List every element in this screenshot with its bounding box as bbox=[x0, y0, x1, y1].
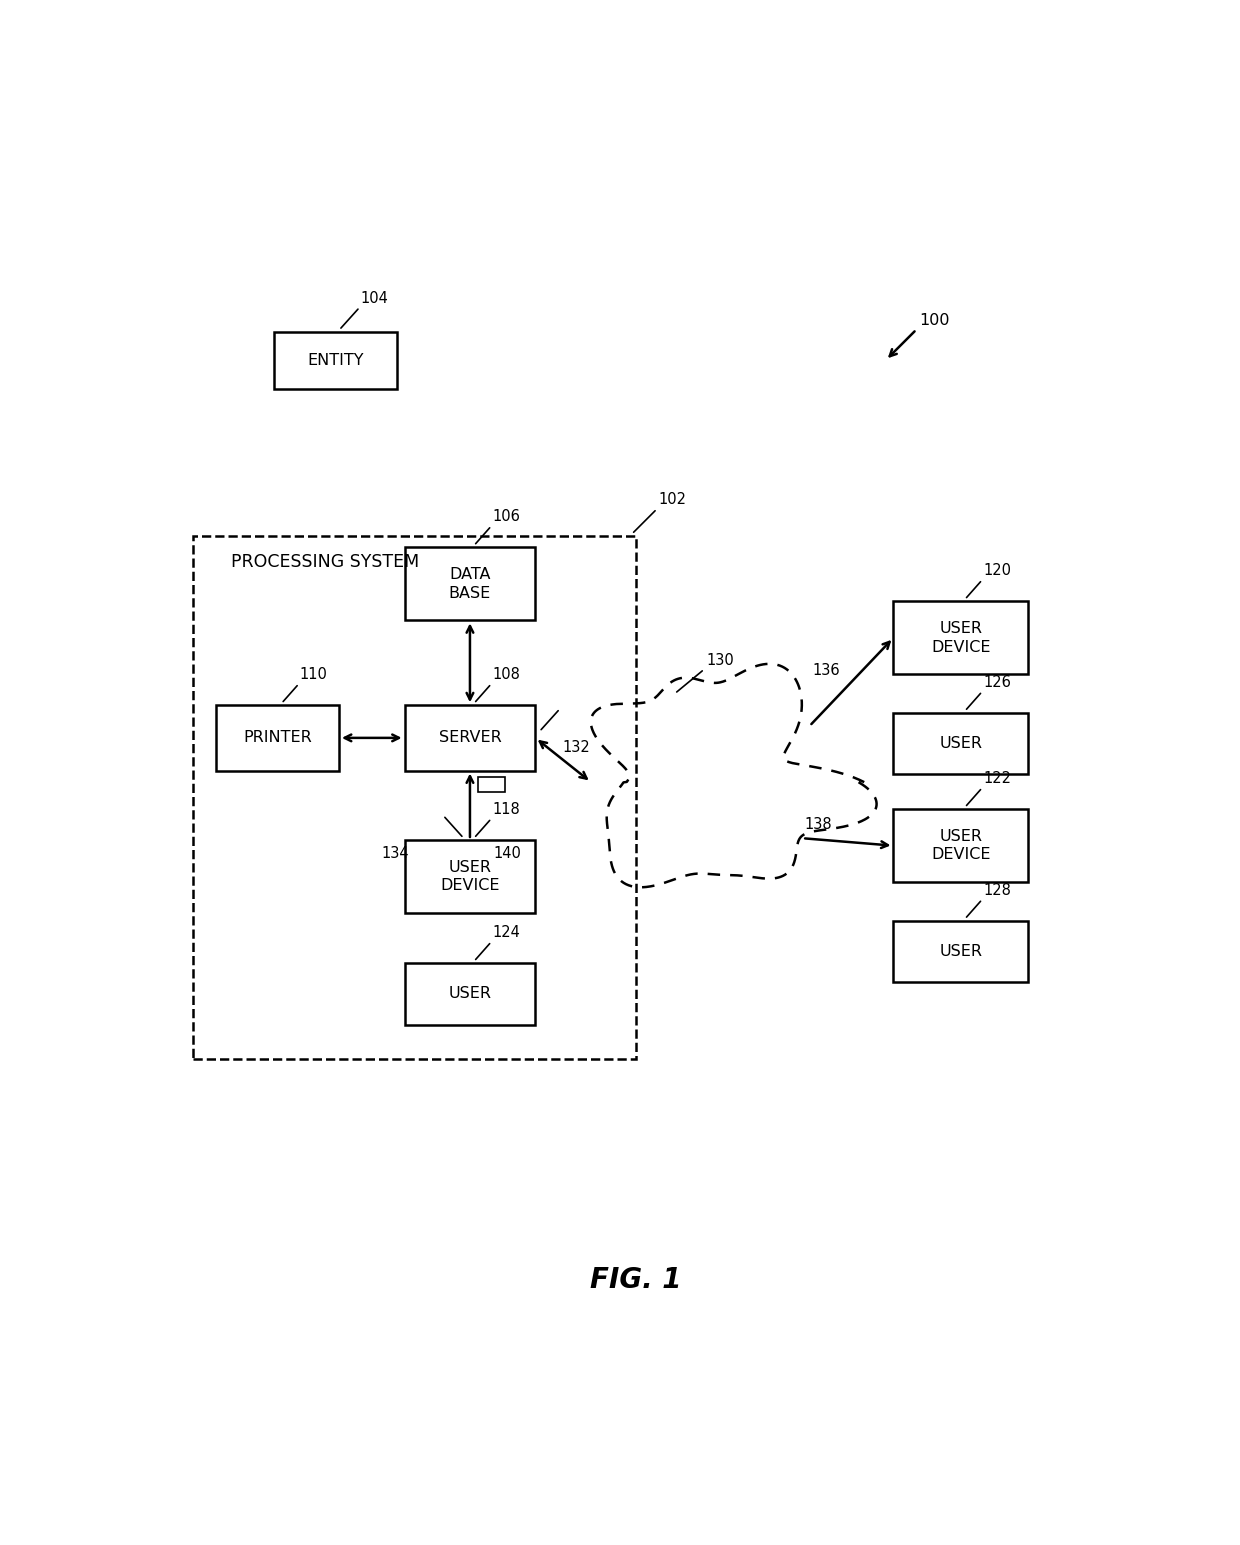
Text: 136: 136 bbox=[812, 663, 841, 678]
Bar bbox=[404, 547, 536, 621]
Text: FIG. 1: FIG. 1 bbox=[590, 1267, 681, 1295]
Text: USER: USER bbox=[449, 986, 491, 1001]
Text: 104: 104 bbox=[361, 290, 388, 306]
Text: 124: 124 bbox=[492, 925, 520, 939]
Bar bbox=[192, 536, 635, 1060]
Text: 138: 138 bbox=[805, 817, 832, 833]
Text: USER
DEVICE: USER DEVICE bbox=[931, 828, 991, 862]
Bar bbox=[894, 810, 1028, 882]
Text: 106: 106 bbox=[492, 510, 520, 524]
Text: 110: 110 bbox=[300, 667, 327, 681]
Text: 118: 118 bbox=[492, 802, 520, 817]
Bar bbox=[894, 921, 1028, 983]
Text: 102: 102 bbox=[658, 493, 687, 507]
Bar bbox=[216, 705, 339, 771]
Text: 128: 128 bbox=[983, 882, 1011, 898]
Text: DATA
BASE: DATA BASE bbox=[449, 567, 491, 601]
Bar bbox=[477, 777, 505, 793]
Bar bbox=[274, 332, 397, 389]
Text: USER
DEVICE: USER DEVICE bbox=[931, 621, 991, 655]
Text: SERVER: SERVER bbox=[439, 731, 501, 745]
Bar bbox=[894, 601, 1028, 674]
Bar bbox=[404, 840, 536, 913]
Text: 140: 140 bbox=[494, 845, 521, 861]
Text: USER
DEVICE: USER DEVICE bbox=[440, 859, 500, 893]
Text: USER: USER bbox=[940, 944, 982, 959]
Bar bbox=[404, 963, 536, 1024]
Text: 130: 130 bbox=[707, 652, 734, 667]
Text: 134: 134 bbox=[382, 845, 409, 861]
Text: 100: 100 bbox=[919, 312, 950, 328]
Text: USER: USER bbox=[940, 735, 982, 751]
Text: 126: 126 bbox=[983, 675, 1011, 689]
Bar bbox=[894, 712, 1028, 774]
Text: 120: 120 bbox=[983, 562, 1011, 578]
Text: 108: 108 bbox=[492, 667, 520, 681]
Text: PROCESSING SYSTEM: PROCESSING SYSTEM bbox=[231, 553, 419, 570]
Text: ENTITY: ENTITY bbox=[308, 354, 363, 368]
Text: 132: 132 bbox=[563, 740, 590, 756]
Bar bbox=[404, 705, 536, 771]
Text: PRINTER: PRINTER bbox=[243, 731, 311, 745]
Text: 122: 122 bbox=[983, 771, 1011, 786]
